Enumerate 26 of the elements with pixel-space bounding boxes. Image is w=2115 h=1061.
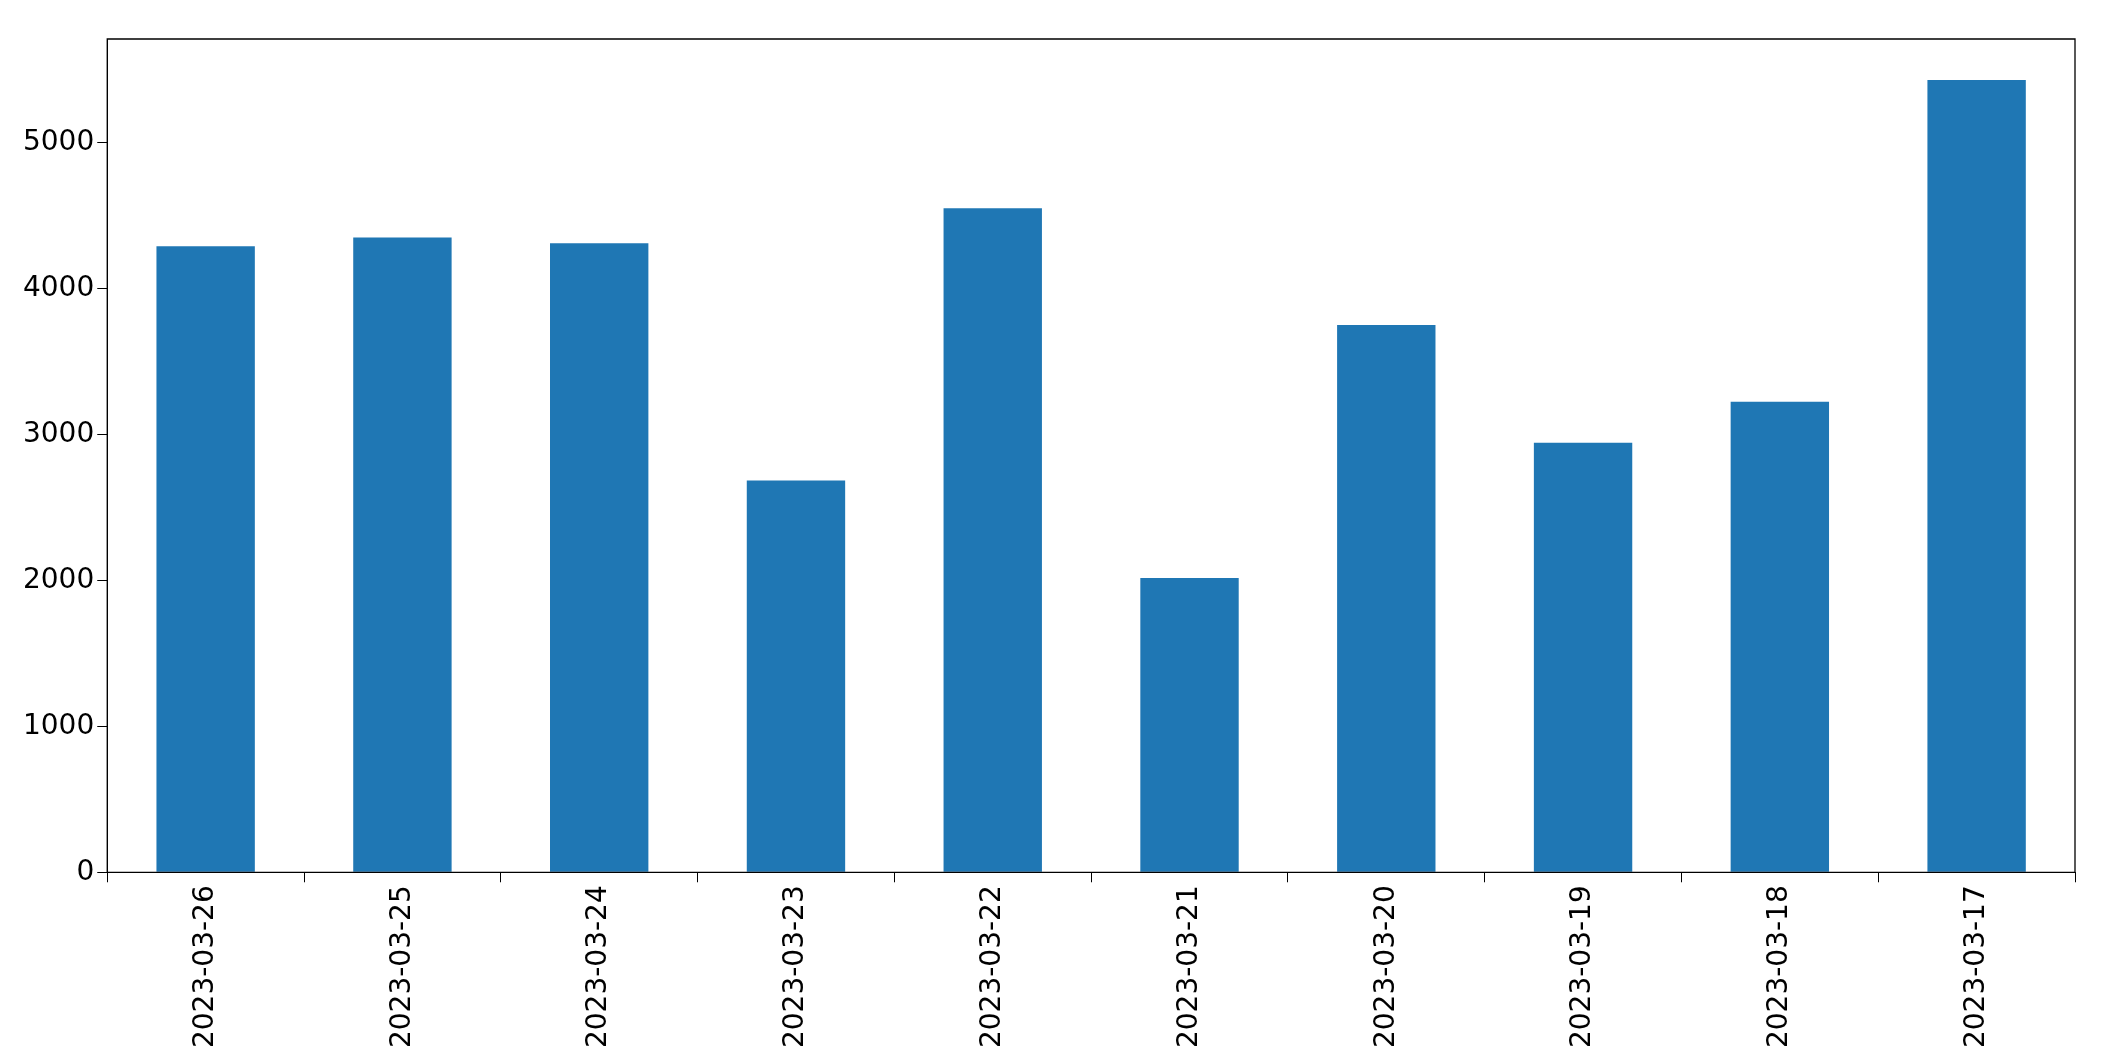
y-tick-label: 3000 (22, 415, 95, 449)
y-tick-label: 1000 (22, 707, 95, 741)
bar (156, 246, 255, 872)
x-tick-label: 2023-03-21 (1170, 885, 1204, 1049)
x-tick-label: 2023-03-17 (1957, 885, 1991, 1049)
bar (1533, 442, 1633, 872)
x-tick-label: 2023-03-24 (580, 885, 614, 1049)
y-tick-label: 0 (76, 853, 95, 887)
y-tick-label: 5000 (22, 123, 95, 157)
bar (550, 243, 649, 872)
bar (1140, 578, 1239, 872)
x-tick-label: 2023-03-22 (974, 885, 1008, 1049)
x-tick-label: 2023-03-23 (777, 885, 811, 1049)
bar (746, 480, 846, 872)
bar (1337, 325, 1436, 872)
bar (943, 208, 1042, 872)
bar (353, 237, 452, 872)
y-tick-label: 4000 (22, 269, 95, 303)
bar (1730, 401, 1830, 872)
x-tick-label: 2023-03-18 (1761, 885, 1795, 1049)
bar (1927, 80, 2026, 872)
x-tick-label: 2023-03-20 (1367, 885, 1401, 1049)
x-tick-label: 2023-03-26 (186, 885, 220, 1049)
y-tick-label: 2000 (22, 561, 95, 595)
x-tick-label: 2023-03-19 (1564, 885, 1598, 1049)
x-tick-label: 2023-03-25 (383, 885, 417, 1049)
